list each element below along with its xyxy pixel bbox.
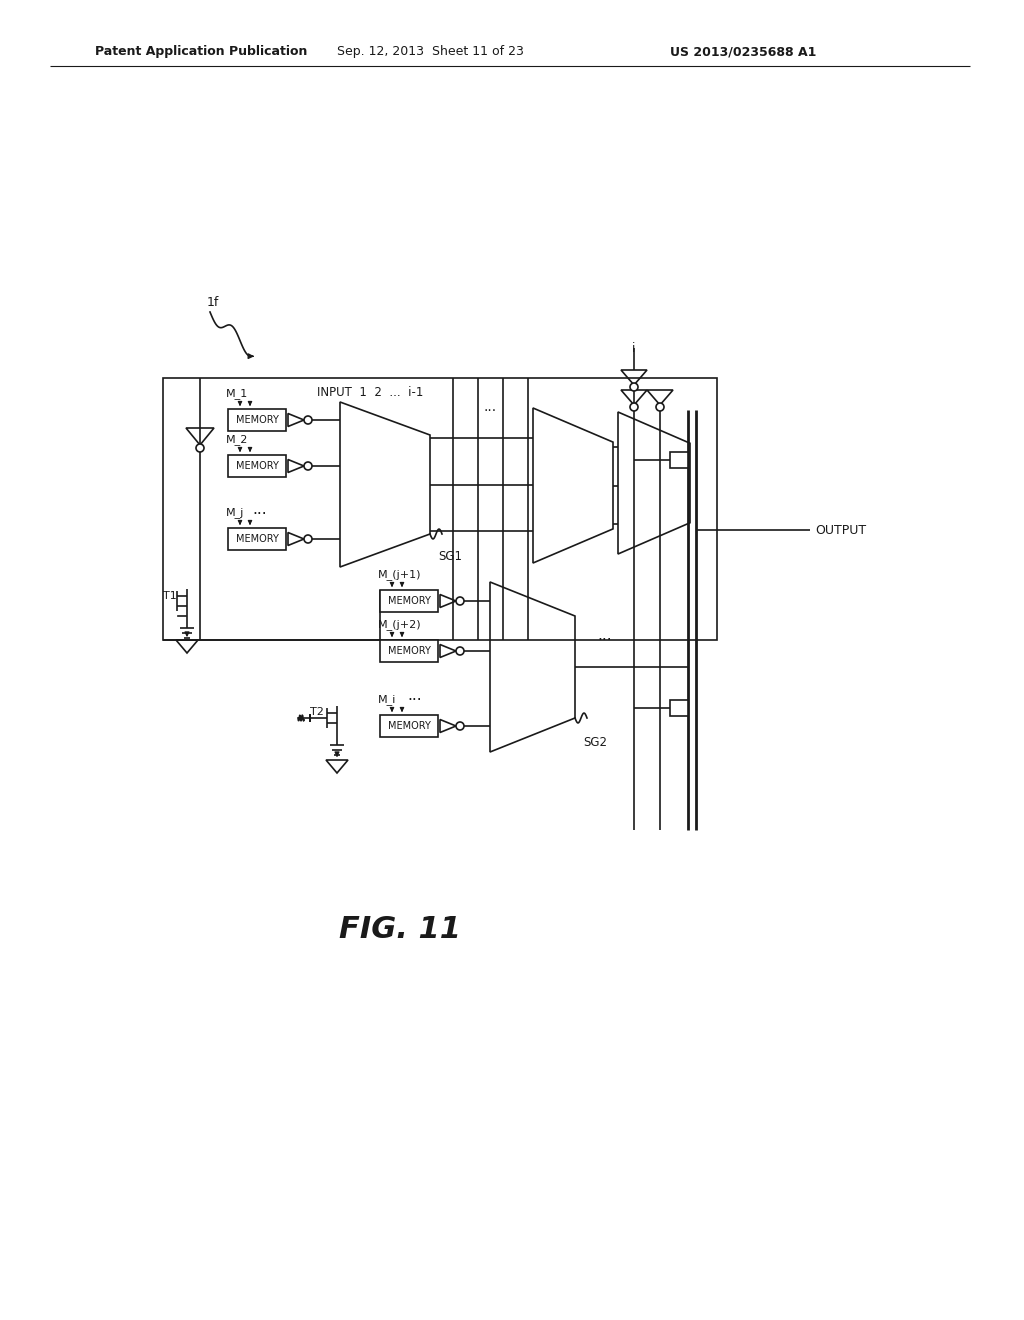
Circle shape bbox=[456, 647, 464, 655]
Text: SG2: SG2 bbox=[583, 735, 607, 748]
Text: MEMORY: MEMORY bbox=[387, 597, 430, 606]
Circle shape bbox=[456, 722, 464, 730]
Bar bbox=[380, 640, 438, 663]
Circle shape bbox=[630, 403, 638, 411]
Circle shape bbox=[304, 462, 312, 470]
Text: SG1: SG1 bbox=[438, 550, 462, 564]
Text: M_(j+1): M_(j+1) bbox=[378, 569, 422, 579]
Bar bbox=[228, 528, 286, 550]
Text: T1: T1 bbox=[163, 591, 177, 601]
Text: M_1: M_1 bbox=[226, 388, 248, 399]
Bar bbox=[380, 715, 438, 737]
Bar bbox=[228, 455, 286, 477]
Text: Sep. 12, 2013  Sheet 11 of 23: Sep. 12, 2013 Sheet 11 of 23 bbox=[337, 45, 523, 58]
Text: ...: ... bbox=[483, 400, 497, 414]
Circle shape bbox=[304, 535, 312, 543]
Text: MEMORY: MEMORY bbox=[387, 645, 430, 656]
Text: MEMORY: MEMORY bbox=[236, 535, 279, 544]
Bar bbox=[670, 700, 688, 715]
Text: ...: ... bbox=[408, 688, 422, 702]
Text: OUTPUT: OUTPUT bbox=[815, 524, 866, 536]
Bar bbox=[380, 590, 438, 612]
Text: ...: ... bbox=[598, 627, 612, 643]
Text: INPUT  1  2  ...  i-1: INPUT 1 2 ... i-1 bbox=[316, 385, 423, 399]
Text: M_2: M_2 bbox=[226, 434, 249, 445]
Circle shape bbox=[656, 403, 664, 411]
Text: T2: T2 bbox=[310, 708, 324, 717]
Text: M_(j+2): M_(j+2) bbox=[378, 619, 422, 630]
Circle shape bbox=[456, 597, 464, 605]
Bar bbox=[228, 409, 286, 432]
Text: MEMORY: MEMORY bbox=[387, 721, 430, 731]
Text: Patent Application Publication: Patent Application Publication bbox=[95, 45, 307, 58]
Text: M_i: M_i bbox=[378, 694, 396, 705]
Text: MEMORY: MEMORY bbox=[236, 414, 279, 425]
Text: M_j: M_j bbox=[226, 507, 245, 517]
Circle shape bbox=[630, 383, 638, 391]
Text: MEMORY: MEMORY bbox=[236, 461, 279, 471]
Text: 1f: 1f bbox=[207, 296, 219, 309]
Circle shape bbox=[196, 444, 204, 451]
Text: FIG. 11: FIG. 11 bbox=[339, 916, 461, 945]
Bar bbox=[670, 451, 688, 469]
Text: i: i bbox=[632, 342, 636, 355]
Text: ...: ... bbox=[253, 503, 267, 517]
Circle shape bbox=[304, 416, 312, 424]
Text: US 2013/0235688 A1: US 2013/0235688 A1 bbox=[670, 45, 816, 58]
Bar bbox=[163, 378, 717, 640]
